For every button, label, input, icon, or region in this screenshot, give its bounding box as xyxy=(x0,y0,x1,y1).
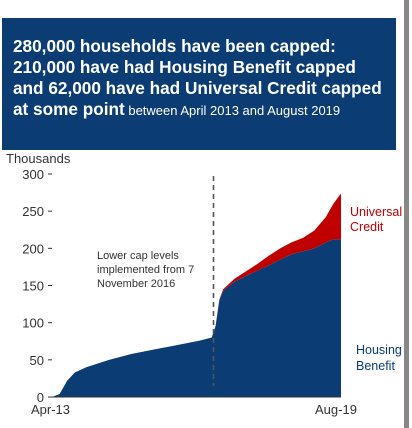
legend-uc-line-2: Credit xyxy=(350,220,384,234)
annotation-line-2: implemented from 7 xyxy=(97,264,194,276)
annotation-line-3: November 2016 xyxy=(97,278,175,290)
cap-change-annotation: Lower cap levels implemented from 7 Nove… xyxy=(97,250,194,290)
y-tick-label: 0 xyxy=(37,390,44,405)
x-tick-label-end: Aug-19 xyxy=(315,402,357,417)
y-tick-label: 150 xyxy=(22,279,44,294)
legend-hb-line-2: Benefit xyxy=(356,359,395,373)
x-tick-label-start: Apr-13 xyxy=(31,402,70,417)
annotation-line-1: Lower cap levels xyxy=(97,250,179,262)
housing-benefit-area xyxy=(52,239,341,397)
y-axis-title: Thousands xyxy=(6,151,71,166)
legend-hb-line-1: Housing xyxy=(356,343,402,357)
headline-normal-text: between April 2013 and August 2019 xyxy=(124,103,341,118)
y-tick-label: 100 xyxy=(22,316,44,331)
page-edge-rule xyxy=(404,0,409,428)
y-tick-label: 50 xyxy=(30,353,44,368)
y-axis: 0 50 100 150 200 250 300 xyxy=(22,167,52,405)
legend-uc-line-1: Universal xyxy=(350,205,402,219)
headline-bold-text: 280,000 households have been capped: 210… xyxy=(13,36,382,119)
y-tick-label: 200 xyxy=(22,241,44,256)
y-tick-label: 300 xyxy=(22,167,44,182)
y-tick-label: 250 xyxy=(22,204,44,219)
headline-box: 280,000 households have been capped: 210… xyxy=(2,18,396,150)
